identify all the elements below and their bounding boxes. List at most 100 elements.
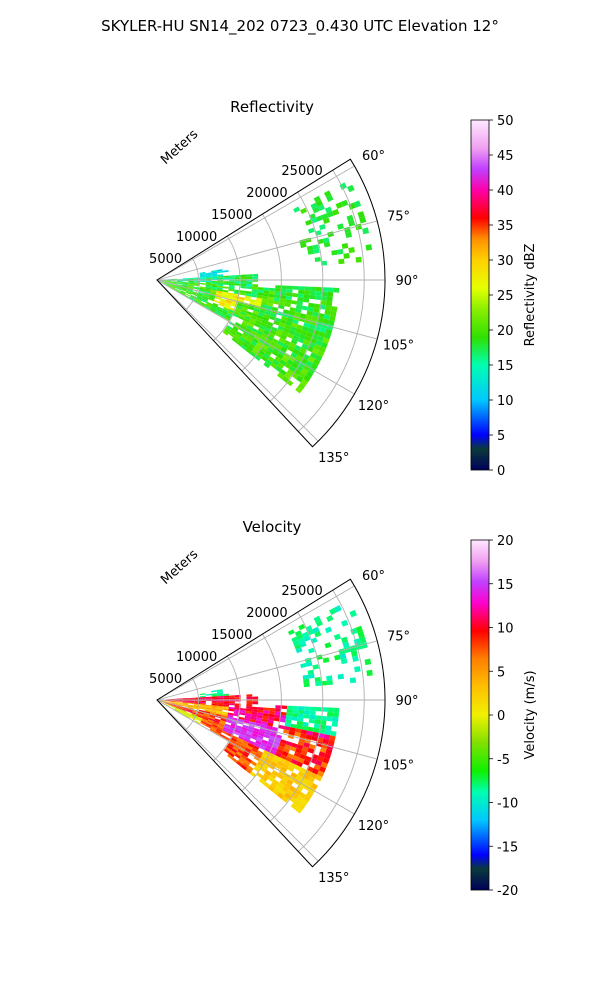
- echo-bin: [293, 207, 300, 213]
- echo-bin: [342, 243, 349, 249]
- echo-bin: [304, 683, 310, 688]
- echo-bin: [194, 699, 200, 700]
- echo-bin: [293, 706, 299, 710]
- range-tick-label: 25000: [281, 584, 322, 599]
- echo-bin: [223, 698, 229, 700]
- echo-bin: [241, 275, 247, 278]
- colorbar-tick-label: 40: [497, 184, 514, 199]
- echo-bin: [298, 714, 304, 718]
- echo-bin: [332, 722, 338, 728]
- echo-bin: [315, 295, 321, 300]
- reflectivity-title: Reflectivity: [230, 98, 314, 116]
- azimuth-tick-label: 135°: [318, 451, 349, 466]
- echo-bin: [310, 287, 316, 291]
- echo-bin: [309, 715, 315, 720]
- echo-bin: [315, 257, 321, 262]
- echo-bin: [214, 300, 220, 304]
- echo-bin: [287, 289, 293, 293]
- echo-bin: [288, 629, 295, 635]
- echo-bin: [287, 706, 293, 710]
- colorbar-label: Reflectivity dBZ: [523, 244, 538, 347]
- azimuth-tick-label: 75°: [387, 209, 410, 224]
- echo-bin: [366, 244, 373, 251]
- echo-bin: [194, 697, 200, 698]
- echo-bin: [206, 278, 212, 280]
- colorbar-tick-label: -20: [497, 884, 518, 899]
- echo-bin: [223, 276, 229, 278]
- azimuth-tick-label: 60°: [362, 569, 385, 584]
- colorbar-tick-label: 15: [497, 359, 514, 374]
- echo-bin: [327, 712, 333, 717]
- echo-bin: [211, 690, 217, 692]
- echo-bin: [252, 697, 258, 700]
- echo-bin: [310, 291, 316, 296]
- range-tick-label: 25000: [281, 164, 322, 179]
- colorbar-tick-label: -10: [497, 797, 518, 812]
- echo-bin: [217, 696, 223, 698]
- echo-bin: [183, 280, 189, 281]
- echo-bin: [304, 286, 310, 290]
- echo-bin: [298, 710, 304, 714]
- echo-bin: [252, 284, 258, 287]
- azimuth-tick-label: 90°: [395, 274, 418, 289]
- echo-bin: [309, 295, 315, 300]
- echo-bin: [341, 620, 348, 627]
- echo-bin: [217, 274, 223, 276]
- echo-bin: [275, 705, 281, 709]
- echo-bin: [331, 306, 338, 312]
- echo-bin: [246, 286, 252, 289]
- echo-bin: [343, 253, 349, 259]
- colorbar-tick-label: 20: [497, 324, 514, 339]
- echo-bin: [275, 285, 281, 289]
- echo-bin: [325, 642, 332, 648]
- range-tick-label: 15000: [211, 628, 252, 643]
- echo-bin: [247, 697, 253, 700]
- colorbar-tick-label: 50: [497, 114, 514, 129]
- echo-bin: [304, 714, 310, 719]
- echo-bin: [315, 677, 321, 682]
- echo-bin: [206, 698, 212, 700]
- echo-bin: [292, 293, 298, 297]
- echo-bin: [241, 282, 247, 284]
- echo-bin: [308, 228, 315, 234]
- echo-bin: [194, 279, 200, 280]
- echo-bin: [287, 286, 293, 290]
- echo-bin: [229, 697, 235, 699]
- echo-bin: [326, 301, 332, 306]
- azimuth-tick-label: 120°: [358, 399, 389, 414]
- echo-bin: [218, 281, 224, 283]
- colorbar-tick-label: -15: [497, 840, 518, 855]
- range-tick-label: 5000: [149, 252, 182, 267]
- echo-bin: [286, 713, 292, 717]
- colorbar-tick-label: 45: [497, 149, 514, 164]
- velocity-panel: Velocity Meters 500010000150002000025000…: [149, 518, 538, 899]
- echo-bin: [223, 281, 229, 283]
- echo-bin: [229, 701, 235, 703]
- echo-bin: [264, 708, 270, 711]
- figure-title: SKYLER-HU SN14_202 0723_0.430 UTC Elevat…: [101, 17, 499, 36]
- echo-bin: [247, 702, 253, 705]
- echo-bin: [300, 663, 307, 668]
- echo-bin: [323, 657, 330, 663]
- velocity-range-label: Meters: [158, 547, 201, 588]
- echo-bin: [312, 664, 319, 669]
- colorbar-tick-label: 10: [497, 622, 514, 637]
- echo-bin: [241, 277, 247, 279]
- echo-bin: [247, 282, 253, 285]
- echo-bin: [298, 294, 304, 298]
- azimuth-tick-label: 105°: [383, 759, 414, 774]
- echo-bin: [280, 292, 286, 296]
- velocity-azimuth-ticks: 60°75°90°105°120°135°: [318, 569, 418, 886]
- echo-bin: [269, 708, 275, 712]
- echo-bin: [223, 701, 229, 703]
- echo-bin: [200, 701, 206, 702]
- colorbar-tick-label: -5: [497, 753, 510, 768]
- echo-bin: [333, 288, 339, 293]
- reflectivity-echoes: [159, 182, 372, 393]
- echo-bin: [264, 288, 270, 291]
- colorbar-tick-label: 0: [497, 709, 505, 724]
- echo-bin: [229, 695, 235, 697]
- echo-bin: [304, 294, 310, 299]
